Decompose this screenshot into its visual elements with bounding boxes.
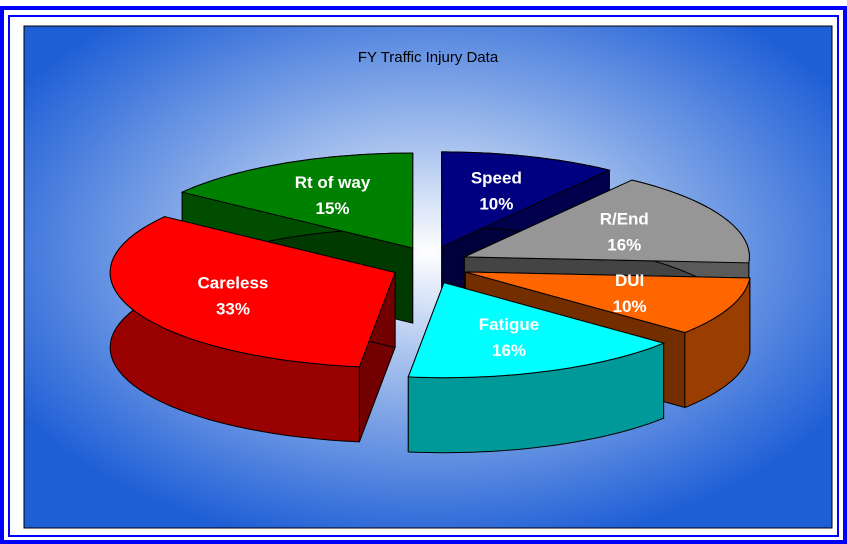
slice-value-label: 16% — [607, 235, 641, 254]
slice-top — [464, 179, 750, 264]
slice-label: Rt of way — [295, 173, 371, 192]
slice-label: Fatigue — [479, 315, 539, 334]
slice-top — [109, 216, 396, 368]
slice-top — [441, 151, 611, 248]
slice — [407, 282, 666, 454]
slice — [109, 215, 396, 443]
slice-value-label: 33% — [216, 299, 250, 318]
slice-value-label: 10% — [613, 297, 647, 316]
slice-label: R/End — [600, 209, 649, 228]
slice-value-label: 10% — [479, 194, 513, 213]
frame-inner — [8, 15, 839, 537]
frame — [0, 6, 847, 544]
pie: Speed 10% R/End 16% DUI 10% Fatigue 16% Careless… — [109, 151, 751, 454]
slice-label: DUI — [615, 271, 644, 290]
slice-label: Careless — [198, 273, 269, 292]
slice-top — [407, 282, 666, 379]
slice-value-label: 15% — [316, 199, 350, 218]
slice-value-label: 16% — [492, 341, 526, 360]
slice-top — [465, 271, 751, 334]
slice-label: Speed — [471, 168, 522, 187]
slice-top — [180, 152, 414, 249]
chart-title: FY Traffic Injury Data — [358, 49, 499, 66]
